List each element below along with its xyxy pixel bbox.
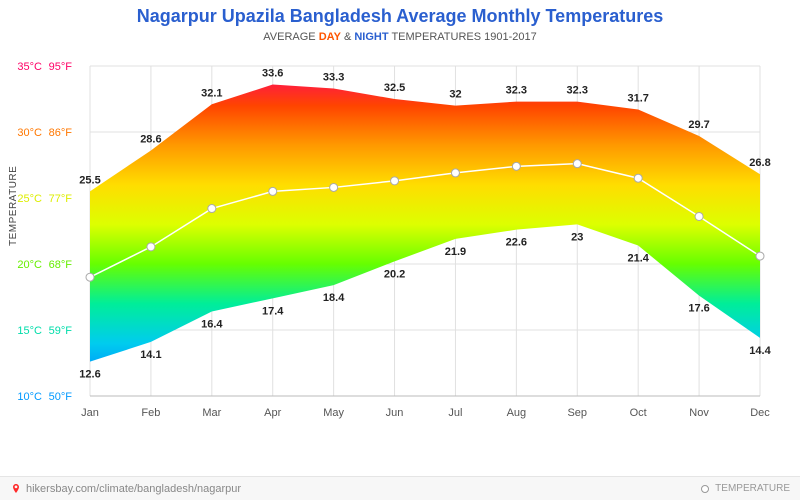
subtitle-amp: & xyxy=(341,31,354,43)
y-tick-f: 68°F xyxy=(49,259,73,271)
y-axis-label: TEMPERATURE xyxy=(8,166,19,246)
y-tick-f: 77°F xyxy=(49,193,73,205)
night-value-label: 23 xyxy=(571,231,583,243)
night-value-label: 17.6 xyxy=(688,303,709,315)
day-value-label: 32.5 xyxy=(384,82,405,94)
legend: TEMPERATURE xyxy=(701,483,790,494)
avg-marker xyxy=(451,169,459,177)
day-value-label: 32 xyxy=(449,89,461,101)
x-tick-label: Jun xyxy=(386,407,404,419)
avg-marker xyxy=(147,243,155,251)
avg-marker xyxy=(208,205,216,213)
y-tick-c: 35°C xyxy=(17,61,42,73)
day-value-label: 31.7 xyxy=(627,93,648,105)
x-tick-label: Dec xyxy=(750,407,770,419)
night-value-label: 14.4 xyxy=(749,345,771,357)
footer-left: hikersbay.com/climate/bangladesh/nagarpu… xyxy=(10,483,241,495)
x-tick-label: Oct xyxy=(630,407,647,419)
legend-label: TEMPERATURE xyxy=(715,483,790,494)
avg-marker xyxy=(512,162,520,170)
night-value-label: 22.6 xyxy=(506,237,527,249)
x-tick-label: Feb xyxy=(141,407,160,419)
day-value-label: 32.3 xyxy=(506,85,527,97)
night-value-label: 17.4 xyxy=(262,305,284,317)
chart-svg: 10°C50°F15°C59°F20°C68°F25°C77°F30°C86°F… xyxy=(80,56,770,436)
night-value-label: 16.4 xyxy=(201,319,223,331)
day-value-label: 32.1 xyxy=(201,87,222,99)
y-tick-c: 30°C xyxy=(17,127,42,139)
avg-marker xyxy=(573,160,581,168)
night-value-label: 14.1 xyxy=(140,349,161,361)
avg-marker xyxy=(86,273,94,281)
day-value-label: 32.3 xyxy=(567,85,588,97)
night-value-label: 21.9 xyxy=(445,246,466,258)
legend-marker-icon xyxy=(701,485,709,493)
subtitle-night: NIGHT xyxy=(354,31,388,43)
map-pin-icon xyxy=(10,483,22,495)
y-tick-c: 15°C xyxy=(17,325,42,337)
night-value-label: 21.4 xyxy=(627,253,649,265)
subtitle-suffix: TEMPERATURES 1901-2017 xyxy=(389,31,537,43)
y-tick-c: 20°C xyxy=(17,259,42,271)
y-tick-f: 59°F xyxy=(49,325,73,337)
temperature-band xyxy=(90,84,760,361)
y-tick-c: 10°C xyxy=(17,391,42,403)
x-tick-label: Mar xyxy=(202,407,221,419)
x-tick-label: Jan xyxy=(81,407,99,419)
night-value-label: 18.4 xyxy=(323,292,345,304)
subtitle-day: DAY xyxy=(319,31,341,43)
day-value-label: 29.7 xyxy=(688,119,709,131)
avg-marker xyxy=(634,174,642,182)
footer-bar: hikersbay.com/climate/bangladesh/nagarpu… xyxy=(0,476,800,500)
y-tick-f: 95°F xyxy=(49,61,73,73)
day-value-label: 26.8 xyxy=(749,157,770,169)
day-value-label: 33.3 xyxy=(323,71,344,83)
x-tick-label: Jul xyxy=(448,407,462,419)
avg-marker xyxy=(330,183,338,191)
avg-marker xyxy=(391,177,399,185)
night-value-label: 20.2 xyxy=(384,268,405,280)
day-value-label: 25.5 xyxy=(79,174,100,186)
x-tick-label: Nov xyxy=(689,407,709,419)
footer-url: hikersbay.com/climate/bangladesh/nagarpu… xyxy=(26,483,241,495)
y-tick-f: 86°F xyxy=(49,127,73,139)
y-tick-f: 50°F xyxy=(49,391,73,403)
chart-title: Nagarpur Upazila Bangladesh Average Mont… xyxy=(0,0,800,27)
avg-marker xyxy=(269,187,277,195)
y-tick-c: 25°C xyxy=(17,193,42,205)
avg-marker xyxy=(756,252,764,260)
x-tick-label: Aug xyxy=(507,407,527,419)
day-value-label: 28.6 xyxy=(140,133,161,145)
x-tick-label: Sep xyxy=(567,407,587,419)
subtitle-prefix: AVERAGE xyxy=(263,31,318,43)
chart-plot: 10°C50°F15°C59°F20°C68°F25°C77°F30°C86°F… xyxy=(80,56,770,436)
avg-marker xyxy=(695,212,703,220)
x-tick-label: May xyxy=(323,407,344,419)
night-value-label: 12.6 xyxy=(79,369,100,381)
chart-subtitle: AVERAGE DAY & NIGHT TEMPERATURES 1901-20… xyxy=(0,27,800,45)
day-value-label: 33.6 xyxy=(262,67,283,79)
x-tick-label: Apr xyxy=(264,407,281,419)
